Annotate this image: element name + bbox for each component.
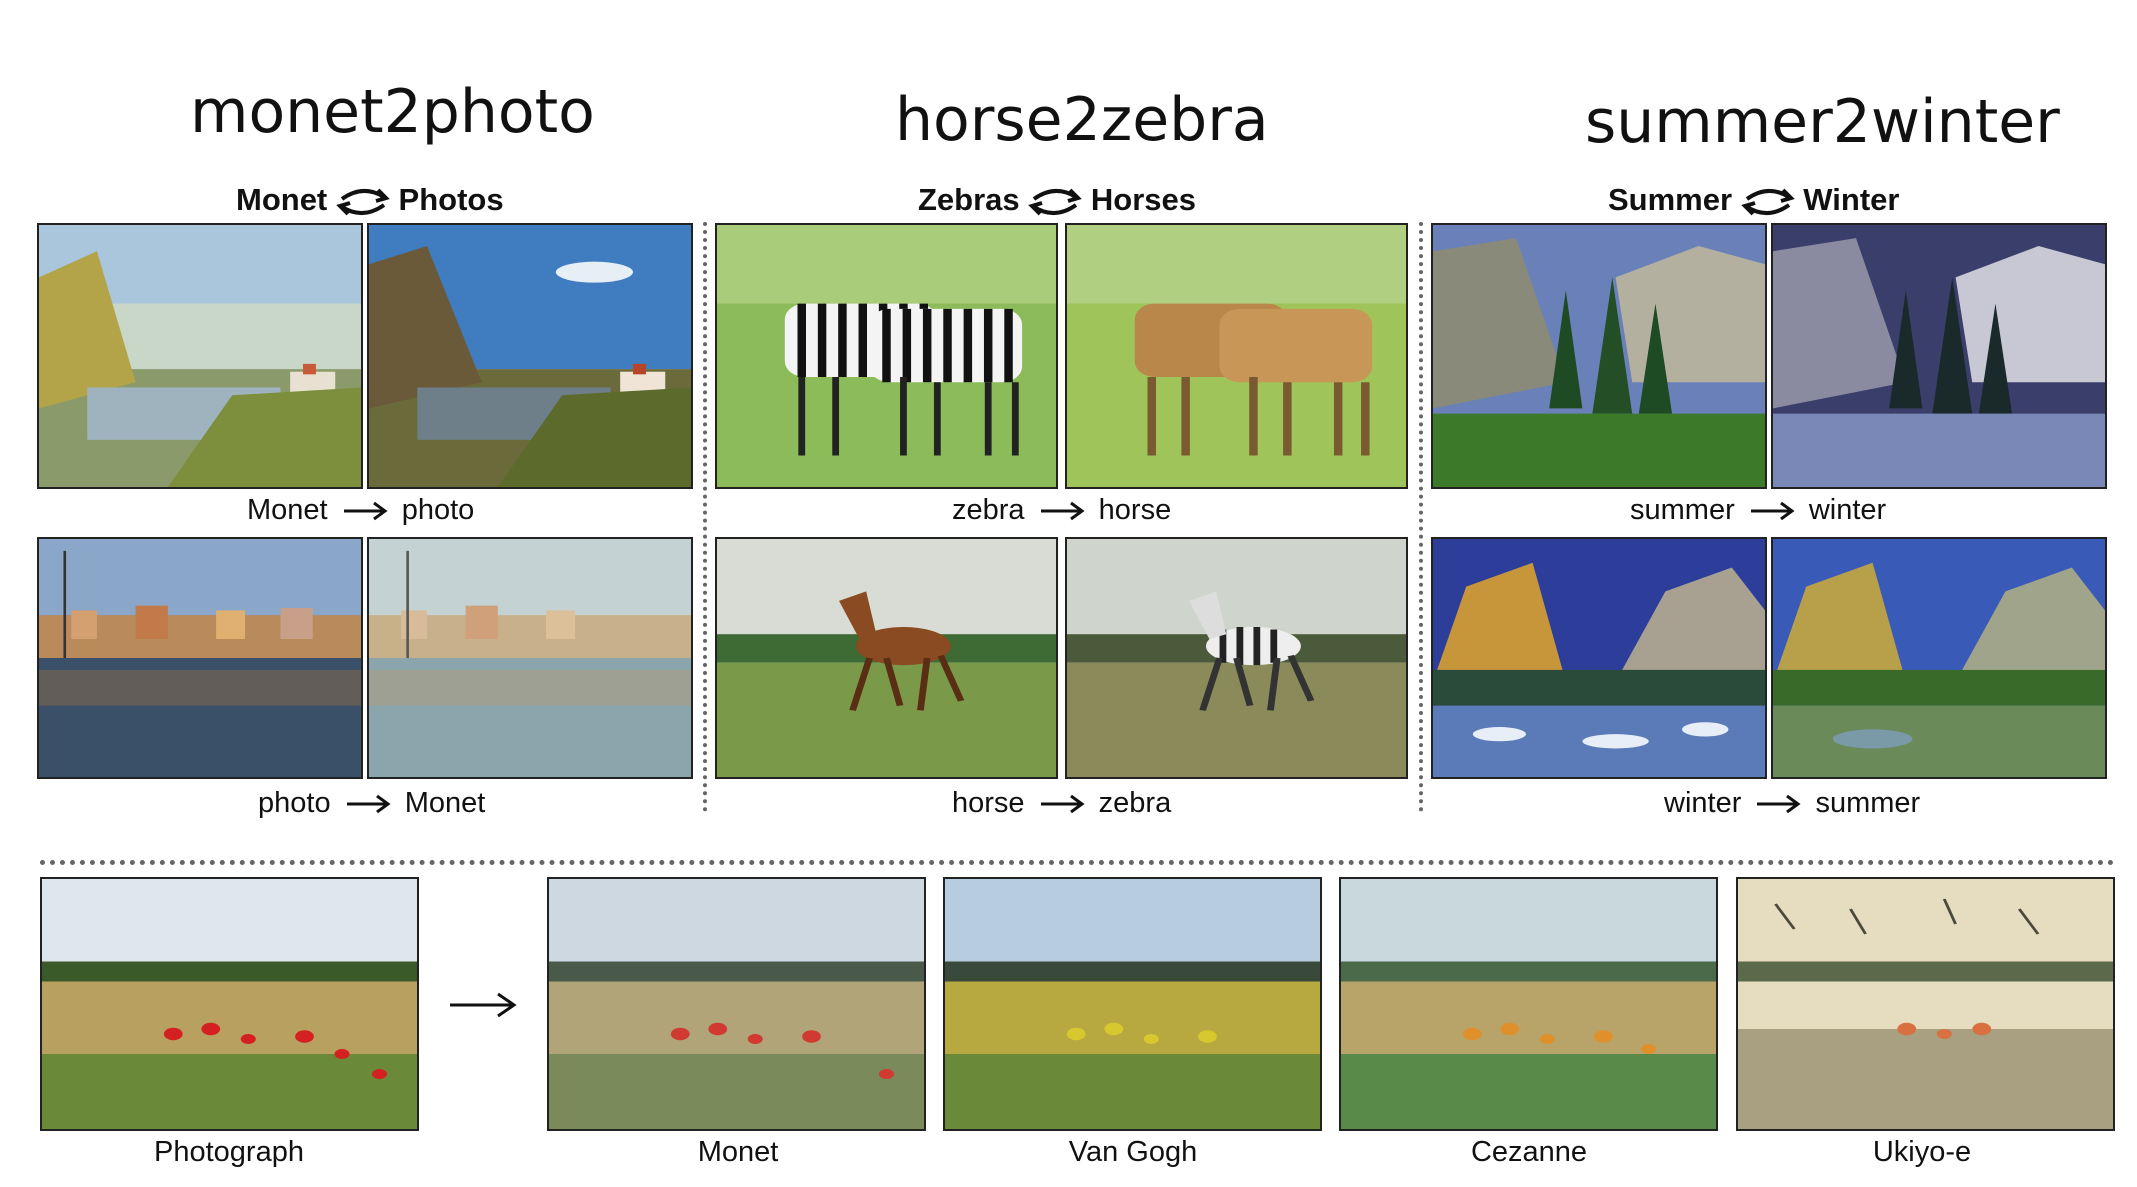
- caption-style-monet: Monet: [697, 1136, 779, 1168]
- pair-left-label: Monet: [236, 182, 328, 218]
- section-separator: [1419, 222, 1423, 812]
- caption-to: horse: [1098, 494, 1172, 526]
- running-horse-photo: [715, 537, 1058, 779]
- monet-river-painting: [37, 223, 363, 489]
- caption-style-cezanne: Cezanne: [1470, 1136, 1588, 1168]
- right-arrow-icon: [1040, 502, 1085, 521]
- pair-right-label: Photos: [398, 182, 504, 218]
- caption-to: zebra: [1098, 787, 1172, 819]
- cycle-arrows-icon: [1740, 188, 1795, 216]
- pair-right-label: Winter: [1803, 182, 1900, 218]
- title-horse2zebra: horse2zebra: [895, 85, 1269, 155]
- right-arrow-icon: [1040, 795, 1085, 814]
- ukiyo-e-style-result: [1736, 877, 2115, 1131]
- caption-winter-to-summer: winter summer: [1664, 789, 1920, 818]
- caption-photograph: Photograph: [154, 1136, 304, 1168]
- caption-from: summer: [1630, 494, 1735, 526]
- cezanne-style-result: [1339, 877, 1718, 1131]
- caption-monet-to-photo: Monet photo: [247, 496, 474, 525]
- caption-from: photo: [258, 787, 331, 819]
- horses-generated: [1065, 223, 1408, 489]
- right-arrow-icon: [450, 992, 517, 1018]
- caption-summer-to-winter: summer winter: [1630, 496, 1886, 525]
- caption-from: Monet: [247, 494, 328, 526]
- summer-valley-photo: [1431, 223, 1767, 489]
- caption-to: Monet: [404, 787, 486, 819]
- section-separator: [703, 222, 707, 812]
- winter-valley-generated: [1771, 223, 2107, 489]
- title-monet2photo: monet2photo: [190, 77, 595, 147]
- caption-to: photo: [401, 494, 475, 526]
- caption-photo-to-monet: photo Monet: [258, 789, 485, 818]
- pair-zebras-horses: Zebras Horses: [918, 184, 1196, 220]
- right-arrow-icon: [346, 795, 391, 814]
- summer-river-generated: [1771, 537, 2107, 779]
- title-summer2winter: summer2winter: [1585, 87, 2060, 157]
- caption-style-van-gogh: Van Gogh: [1068, 1136, 1198, 1168]
- pair-left-label: Zebras: [918, 182, 1020, 218]
- caption-horse-to-zebra: horse zebra: [952, 789, 1171, 818]
- bottom-separator: [40, 860, 2115, 865]
- pair-monet-photos: Monet Photos: [236, 184, 504, 220]
- harbor-monet-generated: [367, 537, 693, 779]
- zebras-photo: [715, 223, 1058, 489]
- caption-style-ukiyo-e: Ukiyo-e: [1872, 1136, 1972, 1168]
- caption-from: horse: [952, 787, 1025, 819]
- monet-style-result: [547, 877, 926, 1131]
- pair-left-label: Summer: [1608, 182, 1733, 218]
- caption-zebra-to-horse: zebra horse: [952, 496, 1171, 525]
- caption-from: winter: [1664, 787, 1742, 819]
- right-arrow-icon: [1750, 502, 1795, 521]
- pair-right-label: Horses: [1090, 182, 1197, 218]
- photo-river-generated: [367, 223, 693, 489]
- right-arrow-icon: [343, 502, 388, 521]
- poppy-field-photograph: [40, 877, 419, 1131]
- van-gogh-style-result: [943, 877, 1322, 1131]
- harbor-photo: [37, 537, 363, 779]
- running-zebra-generated: [1065, 537, 1408, 779]
- pair-summer-winter: Summer Winter: [1608, 184, 1899, 220]
- caption-from: zebra: [952, 494, 1025, 526]
- winter-river-photo: [1431, 537, 1767, 779]
- cycle-arrows-icon: [1028, 188, 1083, 216]
- right-arrow-icon: [1757, 795, 1801, 814]
- caption-to: winter: [1808, 494, 1887, 526]
- cycle-arrows-icon: [336, 188, 390, 216]
- caption-to: summer: [1815, 787, 1921, 819]
